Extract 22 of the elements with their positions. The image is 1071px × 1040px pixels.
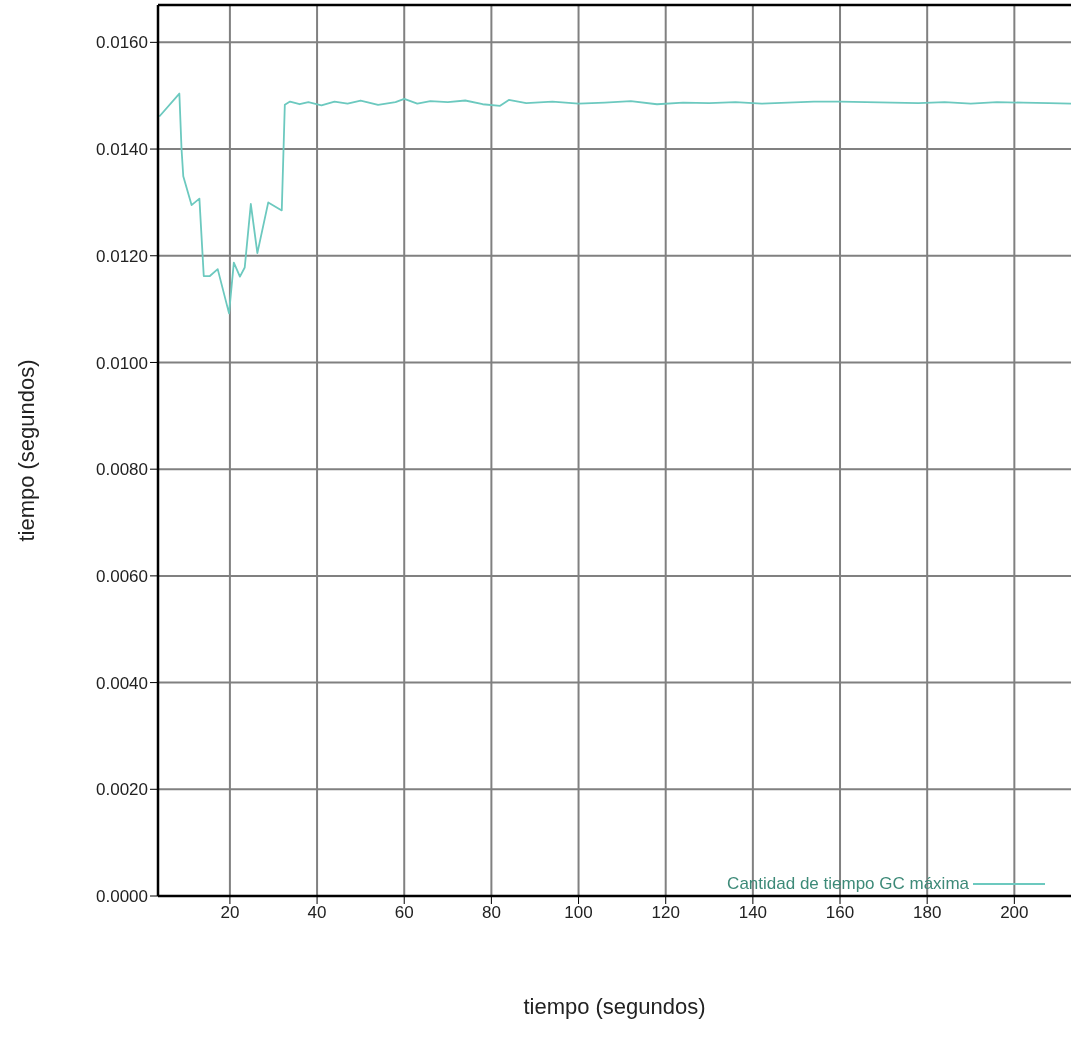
x-tick-label: 160 <box>825 903 855 923</box>
y-tick-label: 0.0000 <box>96 887 148 907</box>
x-tick-label: 60 <box>394 903 414 923</box>
y-tick-label: 0.0040 <box>96 673 148 693</box>
x-tick-label: 180 <box>913 903 942 923</box>
y-tick-label: 0.0100 <box>96 353 148 373</box>
y-tick-label: 0.0020 <box>96 780 148 800</box>
y-tick-label: 0.0080 <box>96 460 148 480</box>
x-tick-label: 120 <box>651 903 680 923</box>
y-tick-label: 0.0120 <box>96 246 148 266</box>
x-tick-label: 140 <box>738 903 768 923</box>
line-series <box>158 92 1071 315</box>
x-axis-title: tiempo (segundos) <box>523 994 706 1019</box>
y-tick-label: 0.0160 <box>96 33 148 53</box>
x-tick-label: 80 <box>481 903 501 923</box>
x-tick-label: 20 <box>220 903 240 923</box>
x-tick-label: 200 <box>1000 903 1029 923</box>
y-tick-label: 0.0140 <box>96 140 148 160</box>
y-axis-title: tiempo (segundos) <box>13 359 39 542</box>
x-tick-label: 100 <box>564 903 593 923</box>
x-tick-label: 40 <box>307 903 327 923</box>
y-tick-label: 0.0060 <box>96 566 148 586</box>
